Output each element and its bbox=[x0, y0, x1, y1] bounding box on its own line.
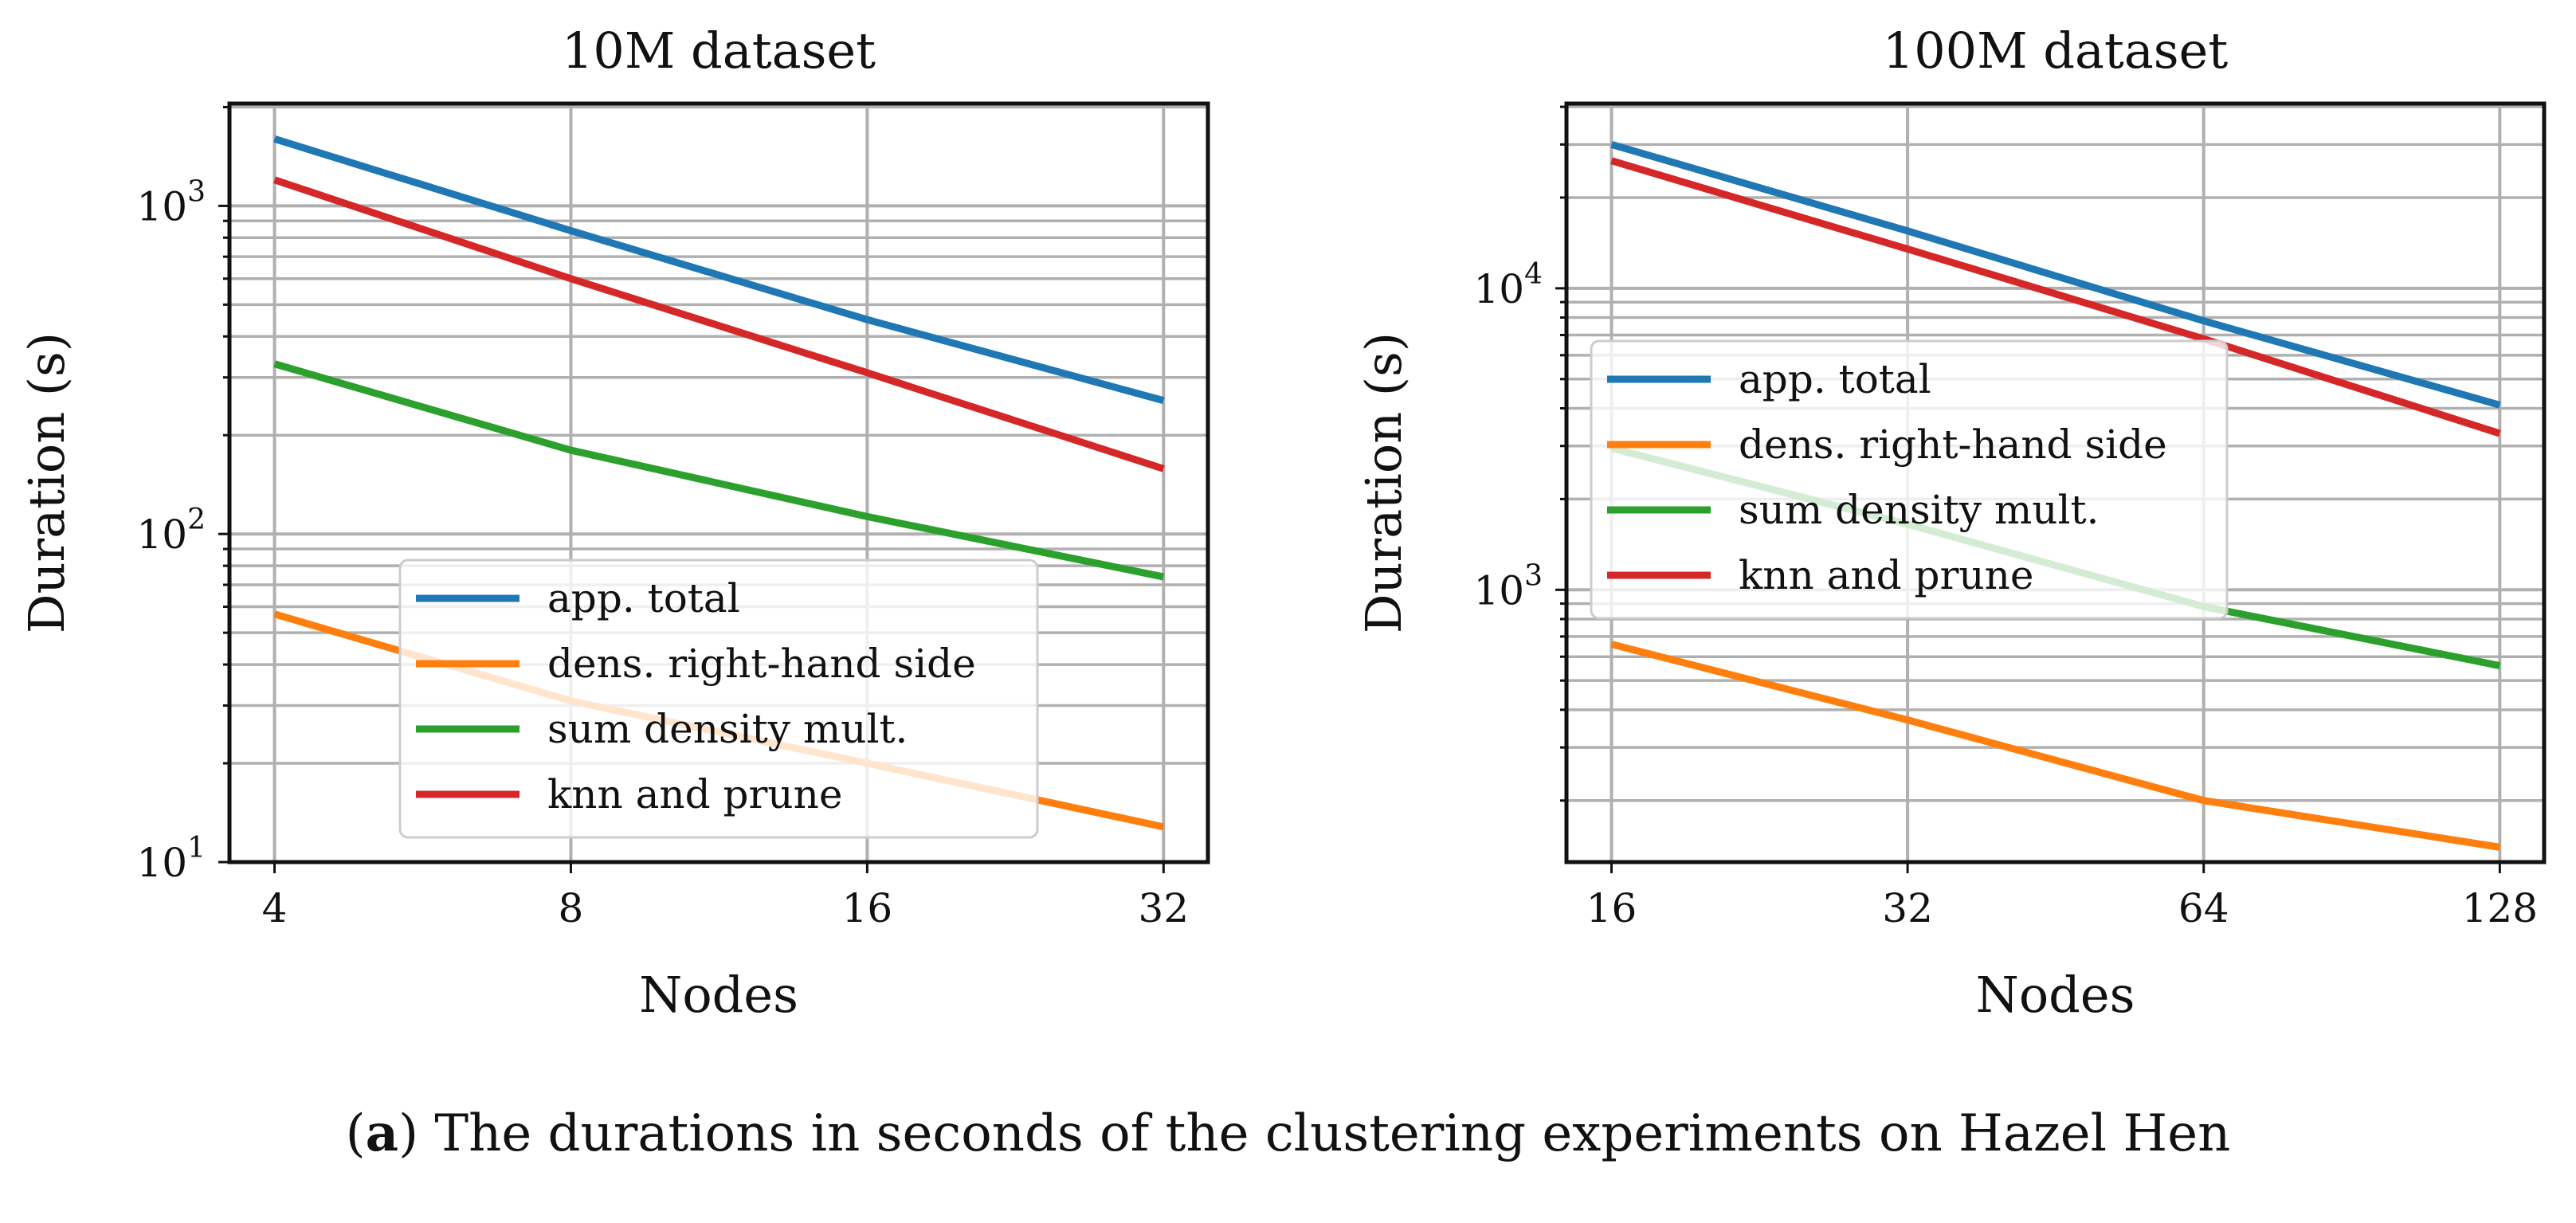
chart-title: 100M dataset bbox=[1883, 22, 2229, 80]
y-tick-base: 10 bbox=[136, 183, 187, 229]
legend-label: knn and prune bbox=[1739, 552, 2033, 598]
x-tick-label: 4 bbox=[262, 885, 288, 931]
caption-label: a bbox=[365, 1103, 399, 1163]
legend-box bbox=[398, 559, 1039, 839]
series-line-knn-and-prune bbox=[1610, 157, 2501, 437]
x-tick-label: 16 bbox=[1586, 885, 1637, 931]
x-tick-label: 64 bbox=[2178, 885, 2229, 931]
y-tick-exponent: 4 bbox=[1524, 258, 1543, 291]
x-tick-label: 16 bbox=[842, 885, 893, 931]
legend-label: knn and prune bbox=[547, 771, 842, 817]
x-tick-label: 32 bbox=[1882, 885, 1933, 931]
y-tick-label: 104 bbox=[1473, 258, 1543, 312]
y-tick-label: 103 bbox=[136, 175, 206, 229]
series-line-sum-density-mult- bbox=[273, 360, 1165, 581]
x-axis-label: Nodes bbox=[639, 966, 798, 1024]
y-tick-exponent: 3 bbox=[1524, 559, 1543, 592]
series-line-app-total bbox=[1610, 141, 2501, 409]
chart-title: 10M dataset bbox=[562, 22, 876, 80]
legend-box bbox=[1590, 339, 2229, 620]
caption-text: The durations in seconds of the clusteri… bbox=[434, 1104, 2231, 1163]
y-tick-exponent: 3 bbox=[187, 175, 206, 208]
y-tick-exponent: 1 bbox=[187, 832, 206, 864]
y-tick-base: 10 bbox=[1473, 567, 1524, 613]
series-line-dens-right-hand-side bbox=[1610, 641, 2501, 851]
x-axis-label: Nodes bbox=[1976, 966, 2135, 1024]
series-line-knn-and-prune bbox=[273, 176, 1165, 472]
y-axis-label: Duration (s) bbox=[18, 332, 76, 633]
plot-frame bbox=[1564, 101, 2547, 864]
y-tick-label: 102 bbox=[136, 504, 206, 558]
legend-label: app. total bbox=[1739, 356, 1931, 402]
y-tick-base: 10 bbox=[136, 840, 187, 886]
y-tick-base: 10 bbox=[136, 512, 187, 558]
y-tick-exponent: 2 bbox=[187, 504, 206, 536]
legend-label: dens. right-hand side bbox=[1739, 421, 2167, 468]
y-axis-label: Duration (s) bbox=[1355, 332, 1413, 633]
legend-label: sum density mult. bbox=[547, 706, 908, 752]
legend-label: dens. right-hand side bbox=[547, 641, 976, 687]
x-tick-label: 32 bbox=[1138, 885, 1189, 931]
y-tick-label: 103 bbox=[1473, 559, 1543, 613]
x-tick-label: 8 bbox=[559, 885, 584, 931]
plot-frame bbox=[227, 101, 1210, 864]
legend-label: app. total bbox=[547, 575, 740, 621]
legend-label: sum density mult. bbox=[1739, 487, 2099, 533]
legend: app. total dens. right-hand side sum densi… bbox=[398, 559, 1039, 839]
series-line-app-total bbox=[273, 135, 1165, 405]
y-tick-label: 101 bbox=[136, 832, 206, 886]
y-tick-base: 10 bbox=[1473, 266, 1524, 312]
legend: app. total dens. right-hand side sum densi… bbox=[1590, 339, 2229, 620]
x-tick-label: 128 bbox=[2462, 885, 2538, 931]
figure-caption: (a) The durations in seconds of the clus… bbox=[345, 1103, 2231, 1163]
